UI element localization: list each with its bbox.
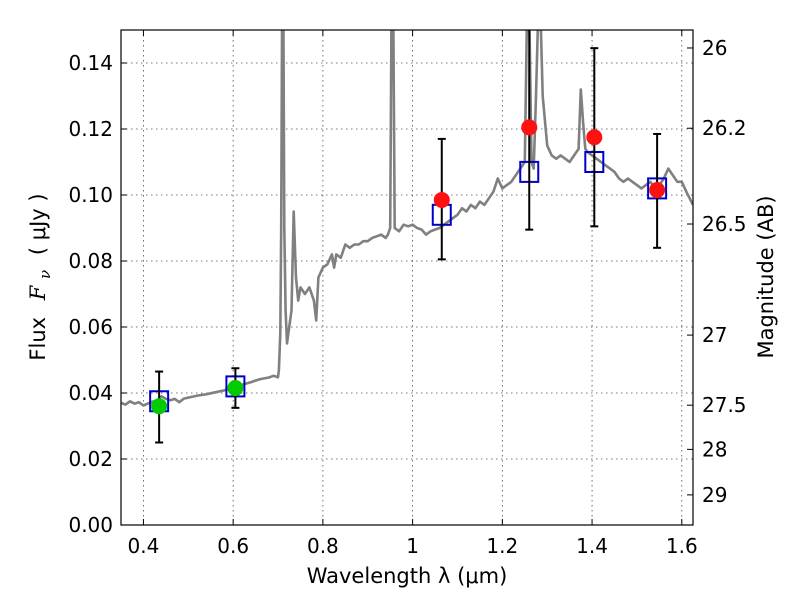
y-tick-label: 0.06	[68, 315, 113, 339]
x-tick-label: 1.4	[576, 534, 608, 558]
y-tick-label: 0.04	[68, 381, 113, 405]
observed-flux-point	[586, 129, 603, 146]
y-tick-label: 0.14	[68, 51, 113, 75]
right-tick-label: 27	[702, 323, 727, 347]
axis-ticks: 0.4 0.6 0.8 1 1.2 1.4 1.6 0.00 0.02 0.04 0.06 0.08 0…	[68, 30, 747, 558]
x-tick-label: 1.2	[486, 534, 518, 558]
right-tick-label: 27.5	[702, 393, 747, 417]
x-tick-label: 1.6	[666, 534, 698, 558]
y-axis-title-symbol: F	[26, 284, 50, 301]
right-tick-label: 26.5	[702, 212, 747, 236]
x-axis-title: Wavelength λ (μm)	[307, 564, 508, 588]
observed-flux-point	[649, 182, 666, 199]
x-tick-label: 0.8	[307, 534, 339, 558]
plot-area	[121, 30, 693, 444]
right-tick-label: 26	[702, 36, 727, 60]
x-tick-label: 1	[406, 534, 419, 558]
y-tick-label: 0.00	[68, 513, 113, 537]
right-tick-label: 28	[702, 437, 727, 461]
plot-frame	[120, 29, 694, 526]
model-spectrum-line	[121, 30, 693, 407]
observed-flux-point	[151, 398, 168, 415]
observed-flux-point	[433, 191, 450, 208]
right-tick-label: 29	[702, 483, 727, 507]
y-tick-label: 0.10	[68, 183, 113, 207]
right-axis-title: Magnitude (AB)	[754, 195, 778, 358]
gridlines	[121, 30, 693, 526]
y-tick-label: 0.12	[68, 117, 113, 141]
x-tick-label: 0.4	[128, 534, 160, 558]
y-axis-title-prefix: Flux	[26, 317, 50, 361]
x-tick-label: 0.6	[217, 534, 249, 558]
y-tick-label: 0.08	[68, 249, 113, 273]
y-tick-label: 0.02	[68, 447, 113, 471]
y-axis-title-subscript: ν	[36, 270, 54, 279]
y-axis-title: Flux F ν ( μJy )	[26, 193, 55, 360]
y-axis-title-unit: ( μJy )	[26, 193, 50, 255]
right-tick-label: 26.2	[702, 116, 747, 140]
observed-flux-point	[521, 119, 538, 136]
observed-flux-point	[227, 380, 244, 397]
